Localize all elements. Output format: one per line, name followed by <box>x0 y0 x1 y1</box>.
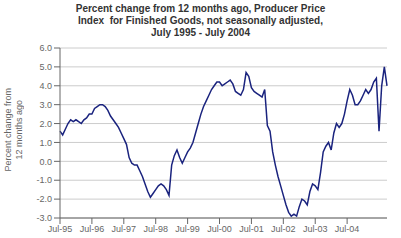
svg-text:Jul-95: Jul-95 <box>48 224 73 234</box>
svg-text:-1.0: -1.0 <box>36 175 52 185</box>
html-text:Index for Finished Goods, not: Index for Finished Goods, not seasonally… <box>78 15 323 26</box>
svg-text:Jul-00: Jul-00 <box>207 224 232 234</box>
svg-text:Jul-03: Jul-03 <box>303 224 328 234</box>
svg-text:5.0: 5.0 <box>39 62 52 72</box>
svg-text:Jul-98: Jul-98 <box>143 224 168 234</box>
svg-text:4.0: 4.0 <box>39 81 52 91</box>
svg-text:Jul-01: Jul-01 <box>239 224 264 234</box>
svg-text:Jul-04: Jul-04 <box>335 224 360 234</box>
html-text:Percent change from 12 months: Percent change from 12 months ago <box>3 88 24 172</box>
svg-text:Jul-99: Jul-99 <box>175 224 200 234</box>
svg-text:Jul-96: Jul-96 <box>80 224 105 234</box>
svg-text:1.0: 1.0 <box>39 138 52 148</box>
svg-text:Jul-97: Jul-97 <box>112 224 137 234</box>
svg-text:6.0: 6.0 <box>39 43 52 53</box>
svg-text:Jul-02: Jul-02 <box>271 224 296 234</box>
html-text:Percent change from 12 months: Percent change from 12 months ago, Produ… <box>75 3 326 14</box>
svg-text:-3.0: -3.0 <box>36 213 52 223</box>
svg-text:2.0: 2.0 <box>39 119 52 129</box>
svg-text:0.0: 0.0 <box>39 157 52 167</box>
html-text:July 1995 - July 2004: July 1995 - July 2004 <box>151 27 250 38</box>
svg-text:-2.0: -2.0 <box>36 194 52 204</box>
svg-text:3.0: 3.0 <box>39 100 52 110</box>
